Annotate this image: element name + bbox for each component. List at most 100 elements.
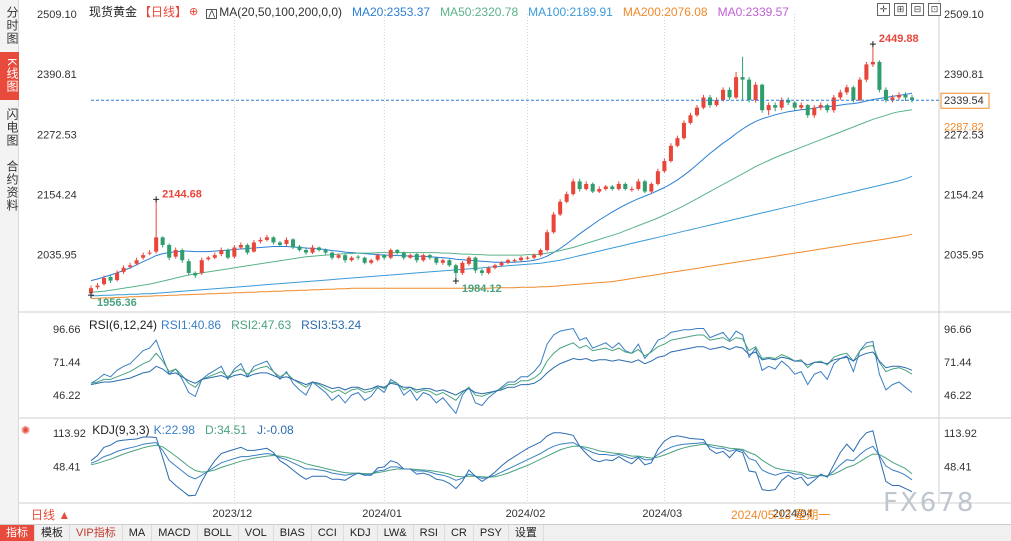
candle-body [95, 285, 100, 288]
candle-body [779, 100, 784, 108]
candle-body [434, 257, 439, 263]
x-axis-date-label: 2024/02 [506, 508, 546, 520]
candle-body [460, 262, 465, 273]
candle-body [532, 255, 537, 258]
tab-vip-indicators[interactable]: VIP指标 [70, 525, 123, 541]
settings-gear-icon[interactable]: ✺ [21, 424, 31, 437]
candle-body [499, 262, 504, 266]
period-selector[interactable]: 日线 ▲ [31, 508, 71, 522]
candle-body [232, 247, 237, 257]
candle-body [421, 255, 426, 261]
candle-body [525, 257, 530, 259]
zoom-in-icon[interactable]: ⊞ [894, 3, 907, 16]
candle-body [519, 257, 524, 261]
candle-body [838, 92, 843, 98]
candle-body [792, 102, 797, 108]
candle-body [382, 255, 387, 258]
candle-body [903, 94, 908, 98]
candle-body [245, 244, 250, 253]
tab-indicators[interactable]: 指标 [0, 525, 35, 541]
sidebar-tab-contract-info[interactable]: 合约资料 [5, 160, 19, 212]
candle-body [323, 250, 328, 253]
price-tick-label-right: 2035.95 [944, 250, 984, 262]
candle-body [134, 260, 139, 264]
candle-body [160, 237, 165, 245]
kdj-line-j [90, 430, 913, 497]
candle-body [492, 265, 498, 268]
candle-body [694, 107, 699, 116]
candle-body [251, 242, 256, 252]
candle-body [102, 278, 107, 285]
candle-body [362, 257, 367, 263]
add-icon[interactable]: ⊕ [189, 6, 199, 18]
candle-body [349, 257, 354, 261]
tab-ma[interactable]: MA [123, 525, 153, 541]
candle-body [453, 265, 458, 273]
tab-boll[interactable]: BOLL [198, 525, 239, 541]
candle-body [408, 255, 413, 258]
candle-body [805, 105, 810, 116]
rsi-tick-label-left: 96.66 [53, 324, 81, 336]
ma100-value: MA100:2189.91 [528, 4, 613, 19]
tab-templates[interactable]: 模板 [35, 525, 70, 541]
ma50-value: MA50:2320.78 [440, 4, 519, 19]
x-axis-date-label: 2024/01 [362, 508, 402, 520]
candle-body [786, 100, 791, 103]
left-sidebar: 分时图 K线图 闪电图 合约资料 [0, 0, 19, 524]
tab-cci[interactable]: CCI [312, 525, 344, 541]
candle-body [473, 257, 478, 271]
candle-body [597, 189, 602, 192]
zoom-out-icon[interactable]: ⊟ [911, 3, 924, 16]
tab-rsi[interactable]: RSI [414, 525, 445, 541]
rsi-line-rsi3 [90, 346, 913, 396]
candle-body [310, 247, 315, 253]
candle-body [714, 100, 719, 106]
ma20-value: MA20:2353.37 [352, 4, 431, 19]
candle-body [564, 194, 569, 202]
candle-body [193, 272, 198, 276]
candle-body [128, 265, 133, 267]
candle-body [297, 246, 302, 251]
candle-body [147, 252, 152, 254]
current-price-box [940, 92, 990, 109]
crosshair-icon[interactable]: ✛ [877, 3, 890, 16]
candle-body [610, 186, 615, 190]
chart-area[interactable]: 2509.10 2509.10 2390.81 2390.81 2272.53 2272.… [19, 0, 1011, 524]
candle-body [479, 270, 484, 273]
candle-body [812, 107, 817, 116]
candle-body [851, 87, 856, 101]
candle-body [258, 239, 263, 242]
rsi-params[interactable]: RSI(6,12,24) [89, 318, 158, 332]
candle-body [141, 255, 146, 258]
candle-body [747, 79, 752, 101]
chart-canvas[interactable]: 2509.10 2509.10 2390.81 2390.81 2272.53 2272.… [19, 0, 1011, 524]
extreme-annotation: 2449.88 [879, 33, 919, 45]
fullscreen-icon[interactable]: ⊡ [928, 3, 941, 16]
kdj-params[interactable]: KDJ(9,3,3) [92, 423, 150, 437]
candle-body [173, 250, 178, 257]
rsi3-value: RSI3:53.24 [301, 318, 362, 332]
tab-kdj[interactable]: KDJ [344, 525, 378, 541]
candle-body [675, 138, 680, 146]
sidebar-tab-kline[interactable]: K线图 [0, 52, 19, 100]
candle-body [401, 252, 406, 258]
candle-body [440, 260, 445, 263]
candle-body [388, 250, 393, 258]
kdj-k-value: K:22.98 [153, 423, 195, 437]
candle-body [486, 267, 491, 273]
tab-psy[interactable]: PSY [474, 525, 509, 541]
tab-bias[interactable]: BIAS [274, 525, 312, 541]
tab-settings[interactable]: 设置 [509, 525, 544, 541]
sidebar-tab-flash[interactable]: 闪电图 [5, 107, 19, 147]
tab-cr[interactable]: CR [445, 525, 474, 541]
tab-macd[interactable]: MACD [152, 525, 198, 541]
candle-body [180, 250, 185, 261]
candle-body [304, 250, 309, 253]
tab-vol[interactable]: VOL [239, 525, 274, 541]
price-tick-label-left: 2154.24 [37, 189, 77, 201]
ma-settings-label[interactable]: ⋀ MA(20,50,100,200,0,0) [206, 5, 342, 19]
tab-lw[interactable]: LW& [378, 525, 414, 541]
candle-body [336, 255, 341, 258]
sidebar-tab-timeshare[interactable]: 分时图 [5, 5, 19, 45]
candle-body [825, 105, 830, 111]
